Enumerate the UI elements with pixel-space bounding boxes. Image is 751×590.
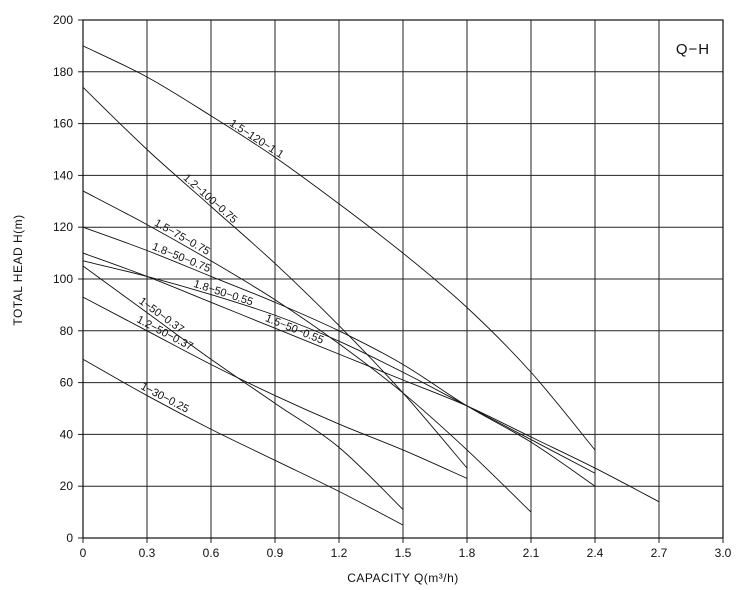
grid-lines <box>78 19 724 543</box>
x-tick-label: 0.3 <box>139 546 156 560</box>
curve-labels: 1.5−120−1.11.2−100−0.751.5−75−0.751.8−50… <box>135 117 326 415</box>
curve-layer <box>82 45 660 526</box>
y-tick-label: 100 <box>53 272 73 286</box>
pump-curve <box>82 190 532 513</box>
curve-label: 1−30−0.25 <box>139 381 191 416</box>
y-tick-label: 80 <box>60 324 74 338</box>
y-tick-label: 200 <box>53 13 73 27</box>
pump-curve <box>82 296 468 479</box>
x-tick-label: 2.1 <box>523 546 540 560</box>
y-tick-label: 160 <box>53 117 73 131</box>
x-tick-label: 1.8 <box>459 546 476 560</box>
y-tick-label: 40 <box>60 427 74 441</box>
x-tick-label: 0 <box>80 546 87 560</box>
y-tick-label: 140 <box>53 168 73 182</box>
y-tick-label: 20 <box>60 479 74 493</box>
pump-curve <box>82 358 404 526</box>
curve-label: 1.5−50−0.55 <box>263 312 325 346</box>
y-tick-label: 120 <box>53 220 73 234</box>
pump-curve <box>82 265 404 510</box>
x-tick-label: 2.7 <box>651 546 668 560</box>
curve-label: 1.8−50−0.55 <box>192 278 254 308</box>
x-tick-label: 0.6 <box>203 546 220 560</box>
tick-labels: 0 0.3 0.6 0.9 1.2 1.5 1.8 2.1 2.4 2.7 3.0 0 20 40 60 80… <box>53 13 732 560</box>
pump-curve <box>82 260 596 474</box>
x-axis-title: CAPACITY Q(m³/h) <box>347 571 459 585</box>
x-tick-label: 1.5 <box>395 546 412 560</box>
pump-curve <box>82 252 660 503</box>
y-tick-label: 60 <box>60 376 74 390</box>
plot-border <box>82 19 724 539</box>
chart-badge: Q−H <box>676 41 710 58</box>
y-axis-title: TOTAL HEAD H(m) <box>11 214 25 325</box>
y-tick-label: 180 <box>53 65 73 79</box>
x-tick-label: 2.4 <box>587 546 604 560</box>
y-tick-label: 0 <box>66 531 73 545</box>
curve-label: 1.2−100−0.75 <box>181 172 240 226</box>
x-tick-label: 1.2 <box>331 546 348 560</box>
pump-curve <box>82 226 596 487</box>
plot-frame <box>82 19 724 539</box>
x-tick-label: 0.9 <box>267 546 284 560</box>
pump-curve <box>82 45 596 451</box>
x-tick-label: 3.0 <box>715 546 732 560</box>
